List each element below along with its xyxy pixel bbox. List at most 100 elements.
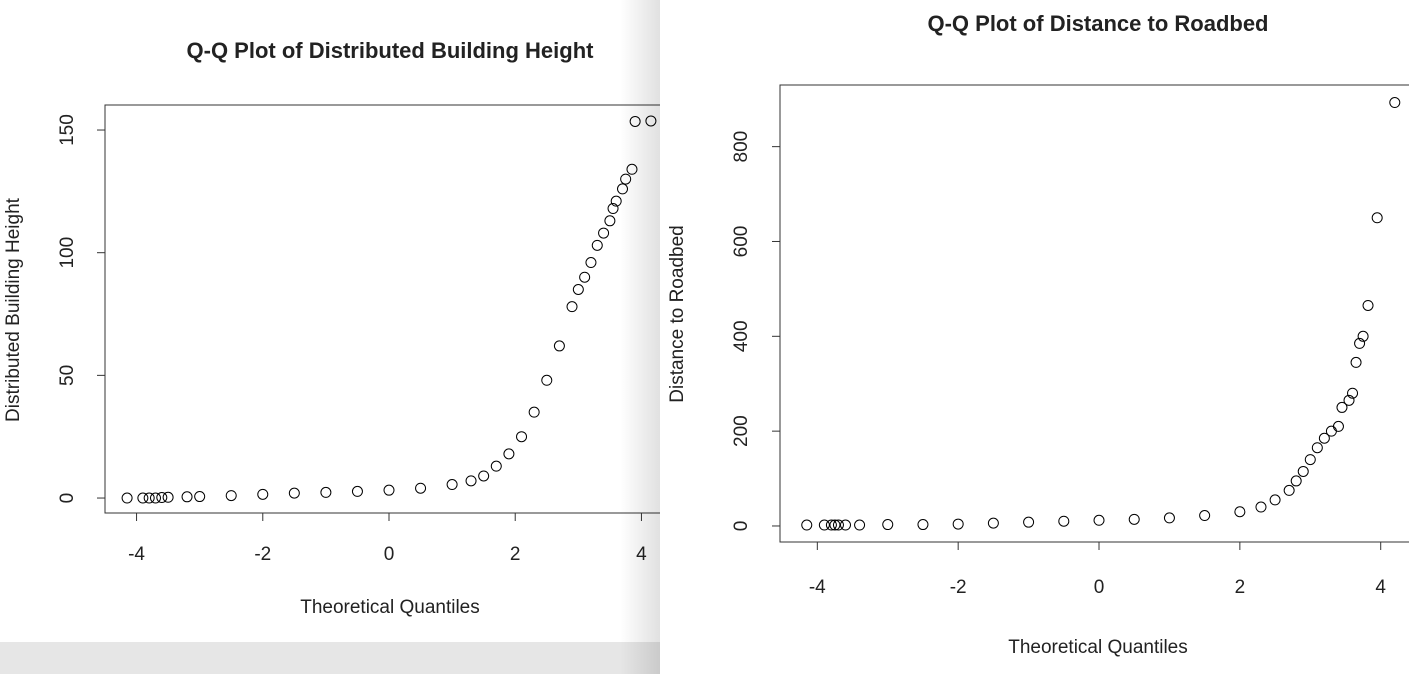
point xyxy=(1304,454,1316,466)
point xyxy=(604,215,616,227)
point xyxy=(528,406,540,418)
point xyxy=(351,485,363,497)
point xyxy=(1318,432,1330,444)
point xyxy=(917,519,929,531)
x-axis-label: Theoretical Quantiles xyxy=(300,597,480,618)
point xyxy=(503,448,515,460)
plot-frame xyxy=(779,84,1409,543)
point xyxy=(952,518,964,530)
point xyxy=(1297,465,1309,477)
point xyxy=(1023,516,1035,528)
point xyxy=(1128,513,1140,525)
chart-title: Q-Q Plot of Distance to Roadbed xyxy=(927,11,1268,36)
point xyxy=(1371,212,1383,224)
x-tick-label: -2 xyxy=(254,544,271,565)
y-tick-label: 800 xyxy=(731,131,752,163)
point xyxy=(1290,475,1302,487)
point xyxy=(225,490,237,502)
point xyxy=(257,488,269,500)
x-tick-label: 0 xyxy=(1094,577,1105,598)
y-tick-label: 150 xyxy=(57,114,78,146)
point xyxy=(1354,337,1366,349)
point xyxy=(1336,401,1348,413)
x-axis-label: Theoretical Quantiles xyxy=(1008,637,1188,658)
point xyxy=(839,519,851,531)
point xyxy=(320,486,332,498)
point xyxy=(566,301,578,313)
y-tick-label: 50 xyxy=(57,365,78,386)
point xyxy=(1343,394,1355,406)
point xyxy=(572,283,584,295)
point xyxy=(801,519,813,531)
point xyxy=(162,491,174,503)
point xyxy=(825,519,837,531)
point xyxy=(818,519,830,531)
y-axis-label: Distance to Roadbed xyxy=(667,225,688,402)
point xyxy=(832,519,844,531)
x-tick-label: 4 xyxy=(1375,577,1386,598)
x-tick-label: 2 xyxy=(1235,577,1246,598)
point xyxy=(1058,515,1070,527)
plot-frame xyxy=(104,104,674,514)
x-tick-label: -4 xyxy=(128,544,145,565)
point xyxy=(121,492,133,504)
point xyxy=(1332,420,1344,432)
y-tick-label: 100 xyxy=(57,237,78,269)
point xyxy=(194,491,206,503)
point xyxy=(446,479,458,491)
x-tick-label: 2 xyxy=(510,544,521,565)
point xyxy=(1255,501,1267,513)
point xyxy=(882,519,894,531)
point xyxy=(585,257,597,269)
point xyxy=(1234,506,1246,518)
x-tick-label: -4 xyxy=(809,577,826,598)
point xyxy=(490,460,502,472)
point xyxy=(383,484,395,496)
point xyxy=(591,239,603,251)
point xyxy=(1199,510,1211,522)
point xyxy=(288,487,300,499)
point xyxy=(607,203,619,215)
point xyxy=(1347,387,1359,399)
point xyxy=(1311,442,1323,454)
x-tick-label: -2 xyxy=(950,577,967,598)
x-tick-label: 0 xyxy=(384,544,395,565)
y-tick-label: 200 xyxy=(731,415,752,447)
status-bar xyxy=(0,642,660,674)
y-tick-label: 400 xyxy=(731,320,752,352)
right-panel: Q-Q Plot of Distance to Roadbed Theoretic… xyxy=(667,11,1409,658)
point xyxy=(465,475,477,487)
point xyxy=(1362,299,1374,311)
y-tick-label: 0 xyxy=(731,521,752,532)
point xyxy=(1357,330,1369,342)
point xyxy=(143,492,155,504)
point xyxy=(1093,514,1105,526)
point xyxy=(553,340,565,352)
point xyxy=(156,492,168,504)
point xyxy=(137,492,149,504)
y-tick-label: 600 xyxy=(731,226,752,258)
point xyxy=(579,271,591,283)
point xyxy=(478,470,490,482)
y-tick-label: 0 xyxy=(57,493,78,504)
y-axis-label: Distributed Building Height xyxy=(3,197,24,422)
point xyxy=(854,519,866,531)
point xyxy=(1389,97,1401,109)
point xyxy=(1163,512,1175,524)
point xyxy=(541,374,553,386)
point xyxy=(516,431,528,443)
point xyxy=(598,227,610,239)
window-shadow xyxy=(620,0,660,674)
point xyxy=(1269,494,1281,506)
point xyxy=(181,491,193,503)
point xyxy=(829,519,841,531)
left-panel: Q-Q Plot of Distributed Building Height T… xyxy=(3,38,674,618)
point xyxy=(149,492,161,504)
right-window xyxy=(660,0,1409,674)
point xyxy=(1283,484,1295,496)
point xyxy=(987,517,999,529)
chart-title: Q-Q Plot of Distributed Building Height xyxy=(187,38,595,63)
point xyxy=(1350,356,1362,368)
